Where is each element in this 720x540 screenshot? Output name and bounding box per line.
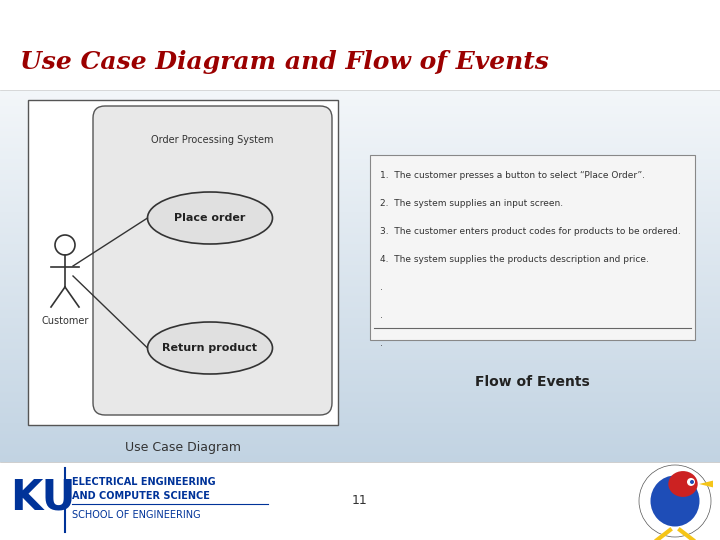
Text: ELECTRICAL ENGINEERING: ELECTRICAL ENGINEERING	[72, 477, 215, 487]
Circle shape	[690, 480, 694, 484]
Text: 2.  The system supplies an input screen.: 2. The system supplies an input screen.	[380, 199, 563, 207]
Ellipse shape	[668, 471, 698, 497]
Text: Use Case Diagram and Flow of Events: Use Case Diagram and Flow of Events	[20, 50, 549, 74]
Text: SCHOOL OF ENGINEERING: SCHOOL OF ENGINEERING	[72, 510, 201, 520]
Ellipse shape	[148, 192, 272, 244]
Text: AND COMPUTER SCIENCE: AND COMPUTER SCIENCE	[72, 491, 210, 501]
Text: .: .	[380, 282, 383, 292]
Text: .: .	[380, 339, 383, 348]
Text: Return product: Return product	[163, 343, 258, 353]
Text: Customer: Customer	[41, 316, 89, 326]
Text: 1.  The customer presses a button to select “Place Order”.: 1. The customer presses a button to sele…	[380, 171, 645, 179]
Text: Order Processing System: Order Processing System	[151, 135, 274, 145]
FancyBboxPatch shape	[0, 462, 720, 540]
FancyBboxPatch shape	[370, 155, 695, 340]
FancyBboxPatch shape	[28, 100, 338, 425]
Text: 11: 11	[352, 494, 368, 507]
Polygon shape	[699, 481, 713, 488]
Text: KU: KU	[10, 477, 76, 519]
Text: Flow of Events: Flow of Events	[475, 375, 590, 389]
Text: Use Case Diagram: Use Case Diagram	[125, 441, 241, 454]
Ellipse shape	[650, 476, 700, 526]
Ellipse shape	[148, 322, 272, 374]
Circle shape	[687, 478, 695, 486]
Text: Place order: Place order	[174, 213, 246, 223]
FancyBboxPatch shape	[93, 106, 332, 415]
FancyBboxPatch shape	[0, 0, 720, 90]
Text: 3.  The customer enters product codes for products to be ordered.: 3. The customer enters product codes for…	[380, 226, 680, 235]
Text: .: .	[380, 310, 383, 320]
Text: 4.  The system supplies the products description and price.: 4. The system supplies the products desc…	[380, 254, 649, 264]
